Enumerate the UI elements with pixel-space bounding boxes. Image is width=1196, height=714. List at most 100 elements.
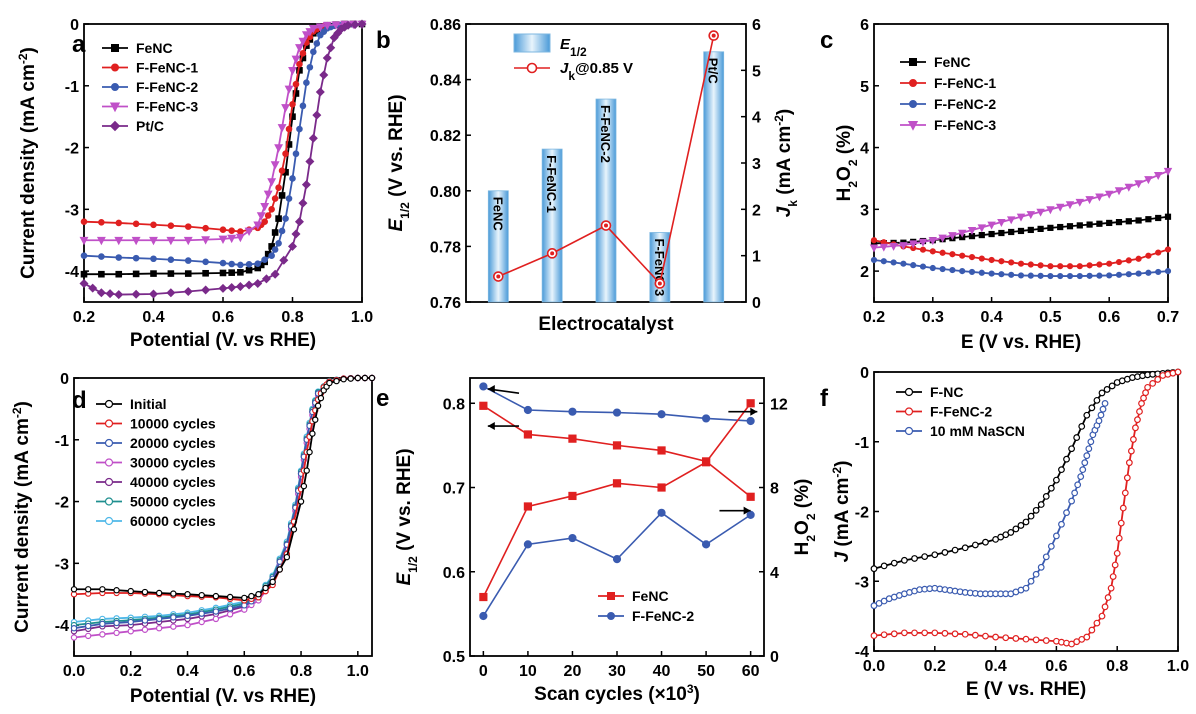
legend-label: Initial [130, 396, 167, 412]
data-point [212, 615, 220, 623]
data-point [1037, 262, 1044, 269]
data-point [1135, 217, 1142, 224]
data-point [309, 430, 316, 437]
y-tick-label: 0.6 [443, 565, 465, 582]
data-point [326, 43, 336, 53]
legend-marker [909, 79, 917, 87]
data-point [299, 50, 307, 57]
data-point [167, 270, 175, 277]
data-point [880, 258, 887, 265]
legend-marker [907, 121, 919, 131]
data-point [919, 263, 927, 270]
data-point [1022, 635, 1030, 643]
arrow-right-axis-head [750, 407, 758, 416]
bar-category-label: Pt/C [706, 58, 721, 85]
data-point [1125, 257, 1132, 264]
data-point [1036, 208, 1045, 217]
data-point [1125, 218, 1132, 225]
data-point [890, 559, 898, 567]
data-point [115, 270, 123, 278]
legend-label: F-FeNC-2 [136, 79, 198, 95]
data-point [1017, 272, 1025, 279]
data-point [939, 265, 946, 273]
data-point [198, 618, 205, 626]
legend-marker [904, 407, 914, 416]
x-tick-label: 0.2 [924, 658, 946, 675]
y-tick-label: -1 [65, 79, 79, 96]
data-point [167, 256, 175, 263]
y-axis-label: J (mA cm-2) [830, 461, 853, 563]
data-point [70, 625, 78, 632]
data-point [84, 632, 92, 640]
data-point [298, 37, 308, 47]
data-point [901, 556, 908, 564]
data-point [1115, 258, 1123, 266]
data-point [291, 55, 301, 64]
data-point [931, 551, 939, 559]
data-point [84, 622, 92, 630]
data-point [1047, 484, 1055, 492]
data-point [901, 629, 908, 637]
data-point [278, 192, 286, 199]
x-tick-label: 30 [608, 663, 626, 680]
panel-label-e: e [376, 385, 389, 412]
y-tick-label: -3 [65, 202, 79, 219]
data-point [870, 237, 878, 244]
data-point [296, 60, 303, 68]
data-point [84, 586, 92, 593]
data-point [928, 237, 938, 246]
x-tick-label: 20 [564, 663, 582, 680]
data-point [312, 110, 322, 120]
y-right-tick-label: 8 [770, 481, 779, 498]
x-tick-label: 0.0 [863, 658, 885, 675]
data-point [131, 236, 141, 246]
data-point [290, 526, 298, 533]
data-point [1017, 227, 1025, 235]
data-point [568, 434, 577, 443]
data-point [1130, 436, 1137, 443]
data-point [612, 479, 622, 488]
data-point [1085, 445, 1093, 453]
data-point [1096, 272, 1103, 279]
data-point [219, 259, 227, 267]
legend-label: Jk@0.85 V [560, 60, 633, 83]
x-axis-label: Scan cycles (×103) [534, 682, 700, 705]
series-line [84, 23, 362, 242]
data-point [80, 252, 88, 259]
data-point [296, 125, 303, 133]
data-point [1057, 272, 1064, 280]
data-point [1163, 167, 1173, 176]
legend-label: F-FeNC-3 [136, 99, 198, 115]
data-point [1086, 221, 1093, 228]
x-tick-label: 0.2 [73, 309, 95, 326]
panel-d: 0.0 0.2 0.4 0.6 0.8 1.0 -4 -3 -2 -1 0 Initial 10000 … [10, 371, 376, 707]
data-point [244, 280, 254, 290]
x-axis-label: Potential (V. vs RHE) [130, 686, 316, 707]
data-point [268, 206, 275, 213]
data-point [1106, 272, 1113, 279]
data-point [1037, 225, 1044, 232]
data-point [202, 224, 209, 232]
data-point [657, 410, 666, 419]
legend-label: FeNC [632, 588, 669, 604]
data-point [1097, 411, 1105, 419]
data-point [113, 587, 120, 594]
data-point [911, 555, 918, 562]
jk-point-dot [657, 281, 662, 286]
data-point [1076, 263, 1083, 270]
data-point [115, 254, 123, 261]
data-point [184, 621, 191, 629]
data-point [1107, 584, 1115, 592]
data-point [1111, 561, 1119, 569]
data-point [982, 632, 989, 640]
data-point [998, 271, 1005, 278]
legend-label: FeNC [136, 40, 173, 56]
data-point [900, 260, 907, 267]
data-point [870, 565, 878, 573]
data-point [1047, 263, 1054, 270]
data-point [198, 591, 205, 599]
data-point [1145, 269, 1152, 276]
y-tick-label: 0.82 [430, 128, 461, 145]
data-point [1037, 563, 1045, 571]
data-point [98, 253, 105, 260]
